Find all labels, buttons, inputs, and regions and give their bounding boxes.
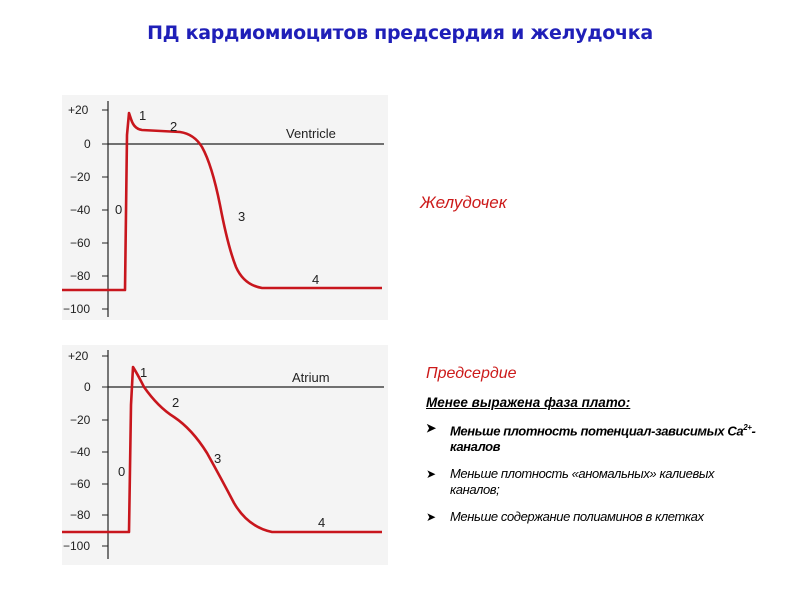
bullet-item: ➤ Меньше плотность потенциал-зависимых C… bbox=[426, 420, 756, 455]
arrowhead-bullet-icon: ➤ bbox=[426, 421, 436, 435]
tick-label: −100 bbox=[63, 302, 90, 316]
arrowhead-bullet-icon: ➤ bbox=[426, 467, 436, 482]
phase-label-4: 4 bbox=[312, 272, 319, 287]
tick-label: −20 bbox=[70, 170, 91, 184]
bullet-text: Меньше плотность потенциал-зависимых Ca bbox=[450, 423, 744, 439]
phase-label-3: 3 bbox=[214, 451, 221, 466]
tick-label: −40 bbox=[70, 445, 91, 459]
atrium-label: Atrium bbox=[292, 370, 330, 385]
tick-label: −80 bbox=[70, 508, 91, 522]
atrium-heading: Предсердие bbox=[426, 365, 517, 382]
ventricle-label: Ventricle bbox=[286, 126, 336, 141]
y-ticks bbox=[102, 355, 108, 547]
tick-label: 0 bbox=[84, 380, 91, 394]
bullet-text: Меньше плотность «аномальных» калиевых к… bbox=[450, 466, 715, 498]
tick-label: +20 bbox=[68, 349, 89, 363]
tick-label: −60 bbox=[70, 236, 91, 250]
bullet-item: ➤ Меньше содержание полиаминов в клетках bbox=[426, 509, 756, 525]
slide-title: ПД кардиомиоцитов предсердия и желудочка bbox=[147, 22, 653, 44]
atrium-ap-graph: +20 0 −20 −40 −60 −80 −100 Atrium 0 1 2 … bbox=[62, 349, 384, 559]
atrium-subheading: Менее выражена фаза плато: bbox=[426, 395, 631, 410]
ventricle-ap-panel: +20 0 −20 −40 −60 −80 −100 Ventricle 0 1… bbox=[62, 95, 388, 320]
bullet-superscript: 2+ bbox=[743, 423, 752, 432]
phase-label-3: 3 bbox=[238, 209, 245, 224]
bullet-item: ➤ Меньше плотность «аномальных» калиевых… bbox=[426, 466, 756, 498]
ventricle-ap-curve bbox=[62, 111, 382, 292]
ventricle-caption: Желудочек bbox=[420, 193, 507, 212]
tick-label: −20 bbox=[70, 413, 91, 427]
tick-label: −40 bbox=[70, 203, 91, 217]
phase-label-4: 4 bbox=[318, 515, 325, 530]
atrium-bullet-list: ➤ Меньше плотность потенциал-зависимых C… bbox=[426, 420, 756, 525]
phase-label-2: 2 bbox=[172, 395, 179, 410]
phase-label-0: 0 bbox=[115, 202, 122, 217]
tick-label: 0 bbox=[84, 137, 91, 151]
bullet-text: -каналов bbox=[450, 423, 756, 455]
phase-label-1: 1 bbox=[139, 108, 146, 123]
phase-label-2: 2 bbox=[170, 119, 177, 134]
tick-label: +20 bbox=[68, 103, 89, 117]
atrium-ap-curve bbox=[62, 365, 382, 534]
bullet-text: Меньше содержание полиаминов в клетках bbox=[450, 509, 704, 525]
y-ticks bbox=[102, 109, 108, 310]
atrium-ap-panel: +20 0 −20 −40 −60 −80 −100 Atrium 0 1 2 … bbox=[62, 345, 388, 565]
atrium-description: Предсердие Менее выражена фаза плато: ➤ … bbox=[426, 365, 756, 536]
arrowhead-bullet-icon: ➤ bbox=[426, 510, 436, 525]
tick-label: −80 bbox=[70, 269, 91, 283]
tick-label: −100 bbox=[63, 539, 90, 553]
phase-label-1: 1 bbox=[140, 365, 147, 380]
phase-label-0: 0 bbox=[118, 464, 125, 479]
ventricle-ap-graph: +20 0 −20 −40 −60 −80 −100 Ventricle 0 1… bbox=[62, 101, 384, 317]
tick-label: −60 bbox=[70, 477, 91, 491]
